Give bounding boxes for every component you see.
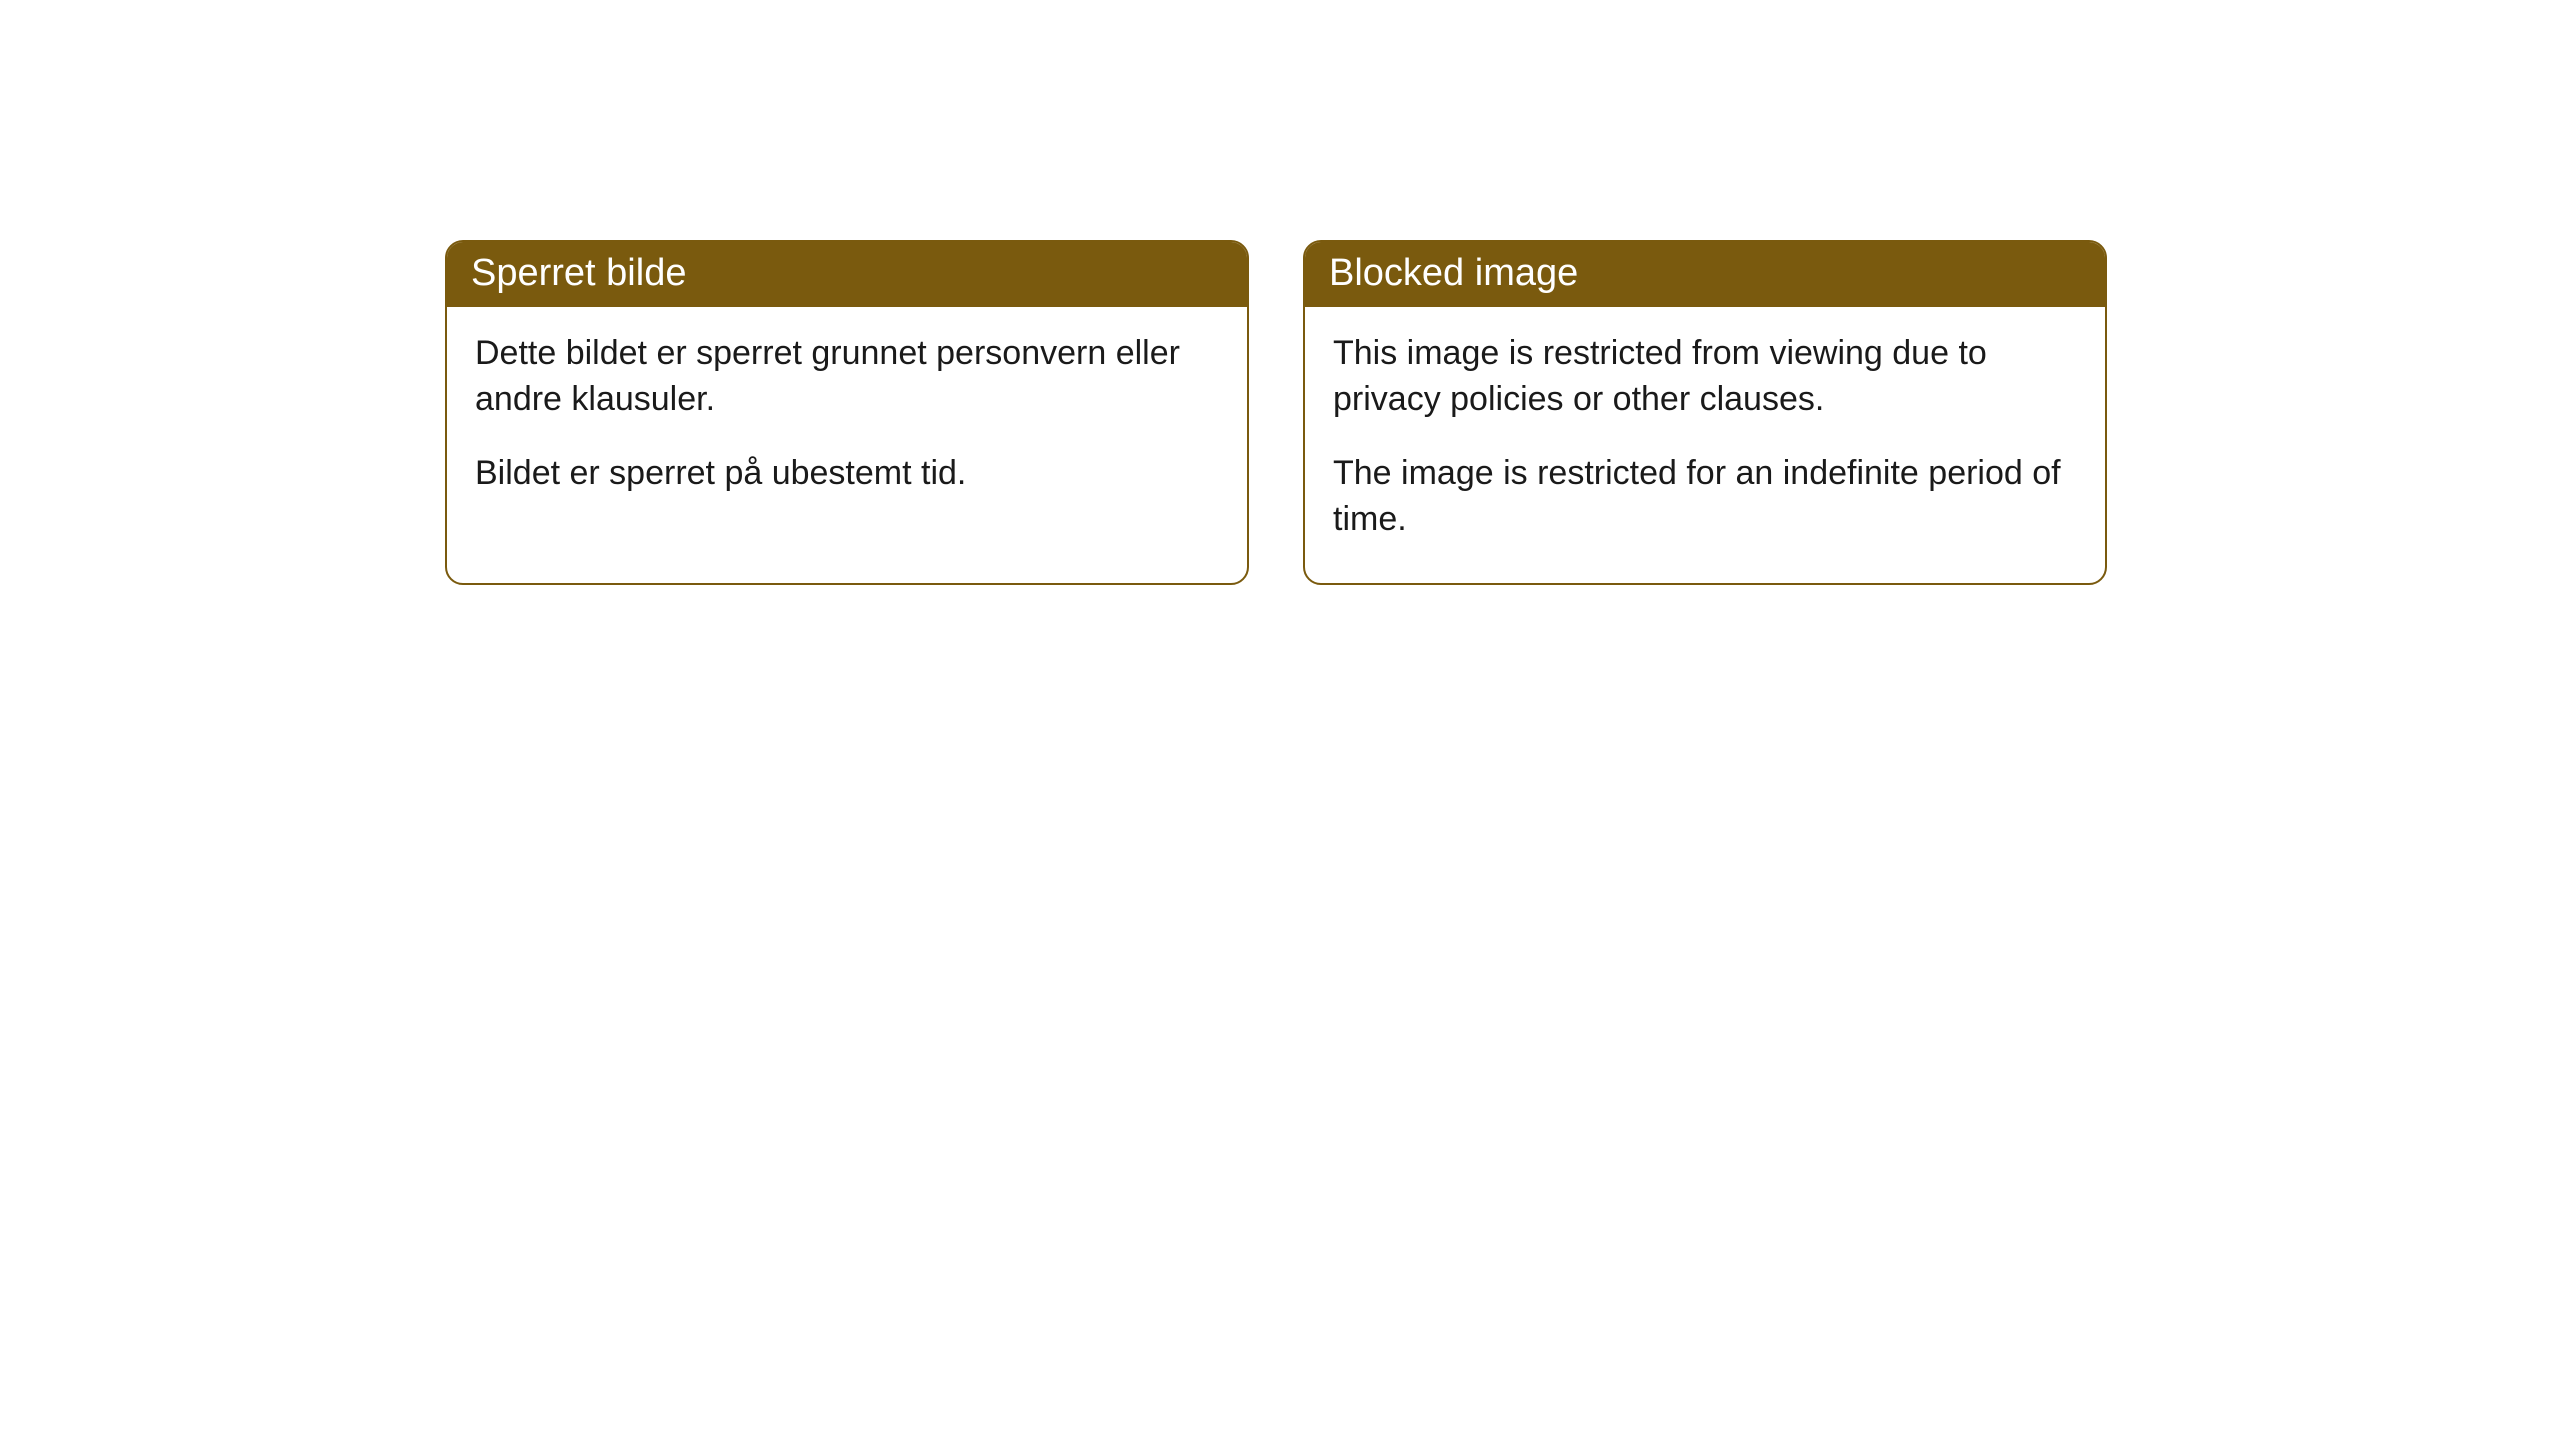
card-header: Sperret bilde: [447, 242, 1247, 307]
notice-card-norwegian: Sperret bilde Dette bildet er sperret gr…: [445, 240, 1249, 585]
card-paragraph-2: The image is restricted for an indefinit…: [1333, 451, 2077, 543]
card-title: Sperret bilde: [471, 252, 686, 294]
card-body: This image is restricted from viewing du…: [1305, 307, 2105, 583]
card-paragraph-1: This image is restricted from viewing du…: [1333, 331, 2077, 423]
card-title: Blocked image: [1329, 252, 1578, 294]
card-paragraph-1: Dette bildet er sperret grunnet personve…: [475, 331, 1219, 423]
notice-card-english: Blocked image This image is restricted f…: [1303, 240, 2107, 585]
card-header: Blocked image: [1305, 242, 2105, 307]
notice-container: Sperret bilde Dette bildet er sperret gr…: [0, 0, 2560, 585]
card-paragraph-2: Bildet er sperret på ubestemt tid.: [475, 451, 1219, 497]
card-body: Dette bildet er sperret grunnet personve…: [447, 307, 1247, 537]
